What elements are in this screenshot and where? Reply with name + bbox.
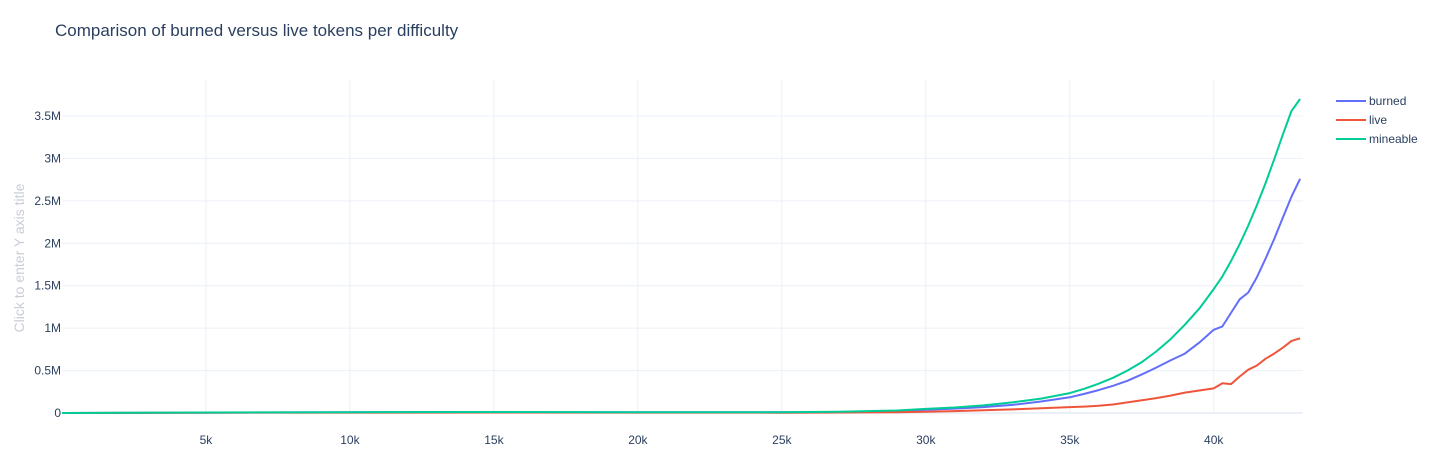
series-line-live[interactable]: [61, 337, 1301, 414]
x-tick-label: 5k: [200, 433, 214, 447]
x-tick-label: 10k: [340, 433, 360, 447]
legend-item-burned[interactable]: burned: [1336, 94, 1406, 108]
series-layer: [61, 98, 1302, 414]
axis-layer: 5k 10k 15k 20k 25k 30k 35k 40k 0 0.5M 1M 1.5M 2M 2.5M…: [34, 109, 1224, 447]
y-tick-label: 3.5M: [34, 109, 61, 123]
legend[interactable]: burned live mineable: [1336, 94, 1418, 146]
legend-label: burned: [1369, 94, 1406, 108]
legend-label: live: [1369, 113, 1387, 127]
x-tick-label: 15k: [484, 433, 504, 447]
y-axis-title[interactable]: Click to enter Y axis title: [11, 183, 27, 332]
y-tick-label: 1M: [44, 321, 61, 335]
y-tick-label: 0: [54, 406, 61, 420]
x-tick-label: 30k: [916, 433, 936, 447]
legend-item-live[interactable]: live: [1336, 113, 1387, 127]
y-tick-label: 1.5M: [34, 279, 61, 293]
y-tick-label: 3M: [44, 151, 61, 165]
x-tick-label: 40k: [1204, 433, 1224, 447]
x-tick-label: 20k: [628, 433, 648, 447]
chart-title: Comparison of burned versus live tokens …: [55, 21, 459, 40]
legend-label: mineable: [1369, 132, 1418, 146]
grid-layer: [62, 80, 1303, 414]
x-tick-label: 25k: [772, 433, 792, 447]
legend-item-mineable[interactable]: mineable: [1336, 132, 1418, 146]
series-line-mineable[interactable]: [61, 98, 1301, 414]
y-tick-label: 2M: [44, 236, 61, 250]
x-tick-label: 35k: [1060, 433, 1080, 447]
y-tick-label: 0.5M: [34, 364, 61, 378]
y-tick-label: 2.5M: [34, 194, 61, 208]
